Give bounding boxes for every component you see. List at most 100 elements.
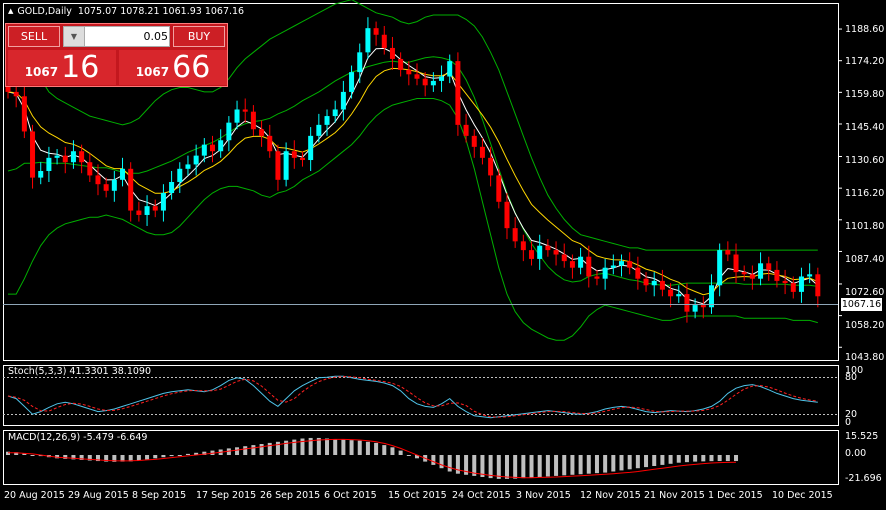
macd-histogram-bar [480, 455, 485, 477]
candle-body [201, 144, 207, 156]
macd-histogram-bar [374, 442, 379, 455]
macd-histogram-bar [537, 455, 542, 477]
lot-size-control: ▼ [63, 26, 170, 47]
macd-histogram-bar [709, 455, 714, 462]
macd-histogram-bar [120, 455, 125, 462]
macd-histogram-bar [676, 455, 681, 463]
candle-body [414, 74, 420, 79]
panel-frames [3, 3, 839, 485]
macd-histogram-bar [226, 448, 231, 455]
stoch-tick: 100 [845, 365, 864, 376]
macd-histogram-bar [349, 440, 354, 455]
candle-body [406, 69, 412, 75]
macd-histogram-bar [63, 455, 68, 459]
macd-histogram-bar [38, 455, 43, 457]
date-label: 21 Nov 2015 [644, 490, 705, 501]
candle-body [62, 155, 68, 163]
candle-body [136, 210, 142, 215]
macd-histogram-bar [415, 455, 419, 459]
macd-histogram-bar [153, 455, 158, 459]
lot-dropdown-icon[interactable]: ▼ [64, 27, 85, 46]
candle-body [684, 294, 690, 312]
macd-histogram-bar [235, 447, 240, 455]
candle-body [463, 124, 469, 136]
macd-histogram-bar [292, 439, 297, 455]
candle-body [782, 280, 788, 284]
candle-body [594, 276, 600, 279]
sell-price[interactable]: 1067 16 [8, 50, 116, 85]
candle-body [447, 61, 453, 77]
macd-histogram-bar [79, 455, 84, 460]
price-tick: 1130.60 [845, 155, 885, 166]
candle-body [87, 162, 93, 176]
buy-button[interactable]: BUY [173, 26, 225, 47]
candle-body [439, 76, 445, 81]
date-label: 26 Sep 2015 [260, 490, 321, 501]
stoch-main-line [7, 375, 818, 419]
candle-body [357, 52, 363, 73]
macd-histogram-bar [136, 455, 141, 461]
ma-slow-line [7, 67, 819, 296]
macd-histogram-bar [390, 447, 395, 455]
candle-body [676, 294, 682, 297]
candle-body [635, 267, 641, 279]
axis-ticks [838, 28, 842, 348]
macd-histogram-bar [586, 455, 591, 474]
candle-body [488, 157, 494, 176]
macd-histogram-bar [464, 455, 469, 475]
candle-body [349, 72, 355, 92]
macd-histogram-bar [243, 446, 248, 455]
candle-body [749, 274, 755, 279]
candle-body [259, 129, 265, 136]
candle-body [160, 192, 166, 211]
candle-body [529, 250, 535, 259]
candle-body [479, 146, 485, 158]
candle-body [545, 245, 551, 251]
candle-body [651, 280, 657, 286]
bb-lower-line [8, 98, 818, 341]
macd-histogram-bar [488, 455, 493, 479]
date-label: 12 Nov 2015 [580, 490, 641, 501]
macd-histogram-bar [472, 455, 477, 476]
macd-histogram-bar [177, 455, 182, 456]
candle-body [537, 245, 543, 259]
lot-size-input[interactable] [86, 28, 170, 44]
candle-body [79, 151, 85, 163]
candle-body [54, 155, 60, 158]
macd-histogram-bar [308, 437, 313, 455]
macd-histogram-bar [300, 438, 305, 455]
macd-histogram-bar [644, 455, 649, 468]
candle-body [627, 261, 633, 268]
macd-histogram-bar [365, 441, 370, 455]
candle-body [283, 151, 289, 180]
macd-histogram-bar [734, 455, 739, 462]
stoch-tick: 0 [845, 417, 852, 428]
macd-histogram-bar [521, 455, 526, 479]
one-click-trade-panel: SELL ▼ BUY 1067 16 1067 66 [5, 23, 228, 87]
candle-body [471, 135, 477, 147]
candle-body [242, 109, 248, 112]
candle-body [70, 151, 76, 163]
macd-histogram-bar [684, 455, 689, 463]
candle-body [144, 206, 150, 215]
macd-histogram-bar [693, 455, 698, 462]
macd-histogram-bar [578, 455, 583, 475]
macd-histogram-bar [455, 455, 460, 474]
macd-tick: -21.696 [845, 473, 882, 484]
candle-body [717, 250, 723, 286]
macd-histogram-bar [635, 455, 640, 469]
candle-body [103, 184, 109, 191]
candle-body [267, 135, 273, 152]
stoch-label: Stoch(5,3,3) 41.3301 38.1090 [8, 366, 152, 377]
candle-body [218, 140, 224, 152]
buy-price[interactable]: 1067 66 [119, 50, 227, 85]
stochastic-oscillator [3, 375, 838, 419]
macd-tick: 15.525 [845, 431, 879, 442]
macd-histogram-bar [611, 455, 616, 472]
price-tick: 1058.20 [845, 320, 885, 331]
candle-body [177, 168, 183, 182]
date-label: 8 Sep 2015 [132, 490, 187, 501]
sell-button[interactable]: SELL [8, 26, 60, 47]
candle-body [13, 91, 19, 97]
